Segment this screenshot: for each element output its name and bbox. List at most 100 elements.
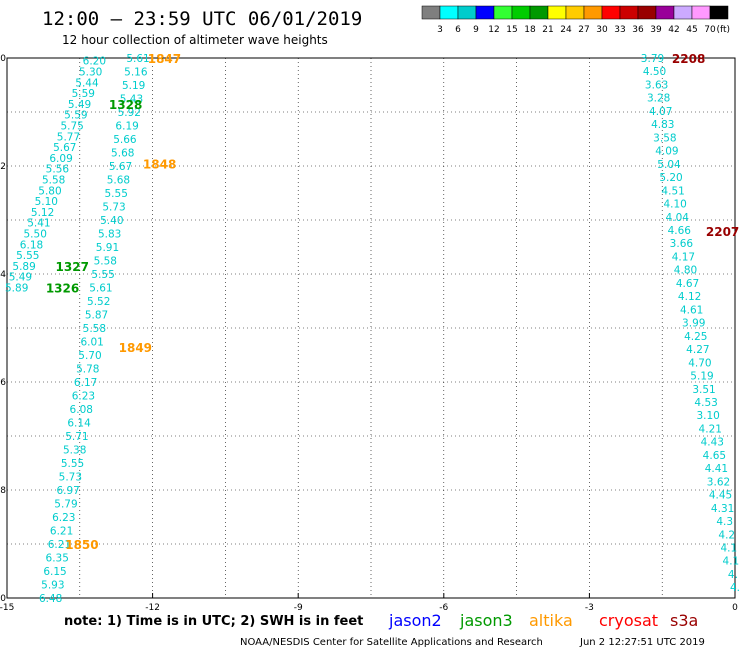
x-tick-label: -3 <box>585 603 594 613</box>
scale-swatch <box>637 5 657 20</box>
scale-tick-label: 42 <box>668 25 679 35</box>
wave-height-point: 6.19 <box>115 121 138 133</box>
wave-height-point: 4.21 <box>699 423 722 435</box>
wave-height-point: 4.83 <box>651 119 674 131</box>
wave-height-point: 3.28 <box>647 93 670 105</box>
wave-height-point: 5.20 <box>659 172 682 184</box>
wave-height-point: 6.48 <box>39 593 62 605</box>
scale-tick-label: 36 <box>632 25 644 35</box>
y-tick-label: -2 <box>0 162 6 172</box>
wave-height-point: 4.41 <box>705 463 728 475</box>
wave-height-point: 5.49 <box>68 99 91 111</box>
scale-swatch <box>475 5 495 20</box>
wave-height-point: 6.21 <box>50 526 73 538</box>
wave-height-point: 5.92 <box>118 107 141 119</box>
wave-height-point: 6.17 <box>74 377 97 389</box>
wave-height-point: 4.51 <box>661 185 684 197</box>
wave-height-point: 6.15 <box>43 566 66 578</box>
y-tick-label: -8 <box>0 486 6 496</box>
scale-tick-label: 30 <box>596 25 608 35</box>
wave-height-point: 6.20 <box>83 56 106 68</box>
scale-swatch <box>565 5 585 20</box>
wave-height-point: 5.61 <box>126 53 149 65</box>
pass-label: 2208 <box>672 52 705 66</box>
wave-height-point: 4.1 <box>720 543 737 555</box>
x-tick-label: -12 <box>145 603 160 613</box>
wave-height-point: 5.19 <box>690 371 713 383</box>
wave-height-point: 6.23 <box>72 391 95 403</box>
scale-tick-label: 12 <box>488 25 499 35</box>
wave-height-point: 5.55 <box>91 269 114 281</box>
scale-tick-label: 6 <box>455 25 461 35</box>
wave-height-point: 4.04 <box>666 212 690 224</box>
wave-height-point: 4.53 <box>694 397 717 409</box>
wave-height-point: 3.79 <box>641 53 664 65</box>
wave-height-point: 3.62 <box>707 476 730 488</box>
pass-label: 1328 <box>109 98 142 112</box>
wave-height-point: 5.04 <box>657 159 681 171</box>
wave-height-point: 4.61 <box>680 304 703 316</box>
wave-height-point: 5.41 <box>27 218 50 230</box>
pass-label: 1849 <box>119 341 152 355</box>
wave-height-point: 5.58 <box>42 175 65 187</box>
scale-swatch <box>601 5 621 20</box>
color-scale-legend: 3 6 9 12 15 18 21 24 27 30 33 36 39 42 45 70 (ft) <box>421 5 730 35</box>
wave-height-point: 4.2 <box>718 529 735 541</box>
scale-tick-label: 9 <box>473 25 479 35</box>
scale-tick-label: 18 <box>524 25 536 35</box>
y-tick-label: -6 <box>0 378 6 388</box>
scale-swatch <box>619 5 639 20</box>
grid <box>7 58 735 598</box>
wave-height-point: 5.70 <box>78 350 101 362</box>
wave-height-point: 5.91 <box>96 242 119 254</box>
scale-tick-label: 45 <box>686 25 697 35</box>
chart-subtitle: 12 hour collection of altimeter wave hei… <box>62 33 328 47</box>
wave-height-point: 4. <box>728 569 738 581</box>
satellite-legend: jason2 jason3 altika cryosat s3a <box>388 611 698 630</box>
wave-height-point: 5.87 <box>85 310 108 322</box>
wave-height-point: 5.43 <box>120 94 143 106</box>
wave-height-point: 5.67 <box>109 161 132 173</box>
wave-height-point: 5.52 <box>87 296 110 308</box>
footer-timestamp: Jun 2 12:27:51 UTC 2019 <box>579 637 705 648</box>
wave-height-point: 4.65 <box>703 450 726 462</box>
wave-height-point: 5.66 <box>113 134 137 146</box>
note-text: note: 1) Time is in UTC; 2) SWH is in fe… <box>64 614 363 629</box>
scale-swatch <box>457 5 477 20</box>
wave-height-point: 5.55 <box>16 250 39 262</box>
scale-tick-label: 70 <box>704 25 716 35</box>
y-tick-label: -4 <box>0 270 6 280</box>
wave-height-point: 5.10 <box>35 196 58 208</box>
wave-height-point: 4.66 <box>668 225 692 237</box>
scale-swatch <box>511 5 531 20</box>
pass-label: 1850 <box>65 538 98 552</box>
wave-height-point: 5.89 <box>5 283 28 295</box>
legend-entry-jason3: jason3 <box>459 611 513 630</box>
wave-height-point: 5.80 <box>38 185 61 197</box>
x-tick-label: 0 <box>732 603 738 613</box>
wave-height-point: 4.45 <box>709 490 732 502</box>
scale-swatch <box>709 5 729 20</box>
pass-label: 1847 <box>148 52 181 66</box>
wave-height-point: 5.75 <box>60 121 83 133</box>
wave-height-point: 3.51 <box>692 384 715 396</box>
wave-height-point: 6.35 <box>46 553 69 565</box>
wave-height-point: 5.77 <box>57 131 80 143</box>
wave-height-point: 5.38 <box>63 445 86 457</box>
wave-height-point: 4.80 <box>674 265 697 277</box>
wave-height-point: 6.21 <box>48 539 71 551</box>
scale-unit-label: (ft) <box>716 25 730 35</box>
legend-entry-jason2: jason2 <box>388 611 442 630</box>
wave-height-point: 5.73 <box>59 472 82 484</box>
footer-credit: NOAA/NESDIS Center for Satellite Applica… <box>240 637 543 648</box>
wave-height-point: 4.17 <box>672 251 695 263</box>
wave-height-point: 5.56 <box>46 164 70 176</box>
wave-height-point: 5.50 <box>24 229 47 241</box>
wave-height-point: 6.97 <box>56 485 79 497</box>
scale-swatch <box>439 5 459 20</box>
wave-height-values: 6.205.305.445.595.495.595.755.775.676.09… <box>5 53 740 605</box>
pass-label: 1326 <box>46 282 79 296</box>
wave-height-point: 5.68 <box>107 175 130 187</box>
legend-entry-s3a: s3a <box>670 611 698 630</box>
scale-swatch <box>529 5 549 20</box>
